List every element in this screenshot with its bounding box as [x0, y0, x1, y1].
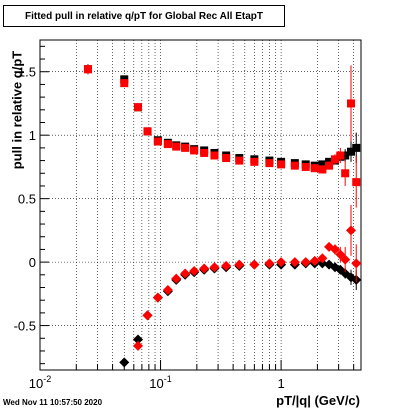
data-point-diamond	[119, 357, 130, 368]
y-tick-label: 1.5	[18, 65, 36, 80]
data-point-square	[352, 178, 361, 187]
data-point-square	[163, 140, 172, 149]
data-point-diamond	[189, 266, 200, 276]
data-point-square	[290, 161, 299, 170]
data-point-square	[352, 143, 361, 152]
data-point-diamond	[180, 268, 191, 279]
y-tick-label: 0	[29, 255, 36, 270]
data-point-square	[250, 157, 259, 166]
y-tick-label: -0.5	[14, 319, 36, 334]
x-tick-label: 1	[277, 376, 284, 391]
data-point-square	[143, 127, 152, 136]
y-tick-label: 0.5	[18, 192, 36, 207]
x-tick-label: 10-2	[29, 374, 51, 391]
data-point-square	[277, 160, 286, 169]
y-axis-label: pull in relative q/pT	[9, 50, 25, 170]
data-point-square	[331, 155, 340, 164]
data-point-square	[310, 164, 319, 173]
data-point-square	[318, 165, 327, 174]
timestamp: Wed Nov 11 10:57:50 2020	[3, 398, 103, 407]
data-point-square	[336, 151, 345, 160]
data-point-square	[200, 148, 209, 157]
data-point-diamond	[351, 258, 362, 269]
data-point-diamond	[300, 257, 311, 268]
data-point-square	[341, 151, 350, 160]
data-point-diamond	[317, 258, 328, 269]
plot-frame	[39, 39, 362, 371]
data-point-square	[210, 151, 219, 160]
data-point-square	[325, 161, 334, 170]
data-point-square	[222, 154, 231, 163]
data-point-diamond	[152, 292, 163, 303]
data-point-diamond	[199, 263, 210, 274]
data-point-square	[153, 137, 162, 146]
data-point-square	[181, 143, 190, 152]
x-tick-label: 10-1	[149, 374, 171, 391]
data-point-diamond	[345, 225, 356, 236]
data-point-diamond	[171, 273, 182, 284]
data-point-diamond	[340, 254, 351, 265]
data-point-square	[318, 160, 327, 169]
data-point-diamond	[330, 244, 341, 255]
data-point-square	[341, 169, 350, 178]
data-point-square	[235, 156, 244, 165]
data-point-diamond	[132, 334, 143, 345]
data-point-diamond	[142, 310, 153, 321]
data-point-diamond	[317, 253, 328, 264]
data-point-square	[265, 159, 274, 168]
data-point-square	[172, 142, 181, 151]
data-point-diamond	[209, 262, 220, 273]
data-point-square	[346, 99, 355, 108]
data-point-diamond	[249, 259, 260, 270]
chart-title-box: Fitted pull in relative q/pT for Global …	[3, 5, 285, 27]
data-point-square	[133, 103, 142, 112]
chart-title: Fitted pull in relative q/pT for Global …	[25, 10, 263, 22]
data-point-square	[301, 162, 310, 171]
y-tick-label: 1	[29, 128, 36, 143]
data-point-diamond	[309, 255, 320, 266]
data-point-square	[190, 146, 199, 155]
data-point-square	[346, 147, 355, 156]
data-point-square	[83, 65, 92, 74]
data-point-diamond	[264, 258, 275, 269]
data-point-diamond	[132, 340, 143, 351]
data-point-diamond	[234, 259, 245, 270]
data-point-diamond	[162, 285, 173, 296]
data-point-diamond	[289, 257, 300, 268]
data-point-diamond	[221, 260, 232, 271]
data-point-diamond	[276, 257, 287, 268]
data-point-square	[120, 79, 129, 88]
x-axis-label: pT/|q| (GeV/c)	[276, 393, 360, 408]
